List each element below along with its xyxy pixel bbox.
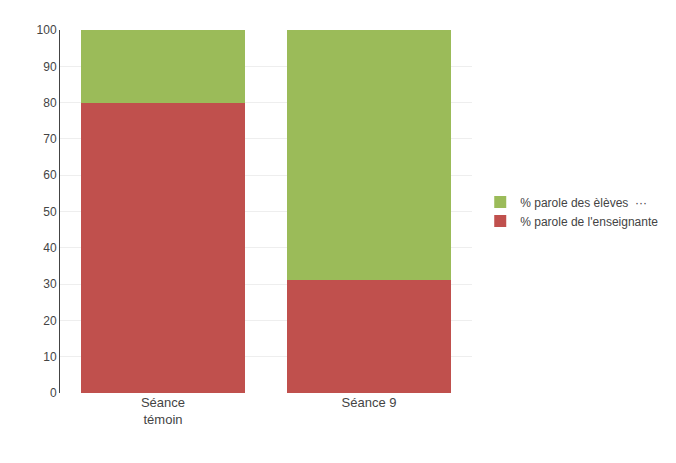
svg-text:10: 10 [43,350,57,364]
svg-text:70: 70 [43,132,57,146]
svg-text:0: 0 [50,386,57,400]
svg-text:40: 40 [43,241,57,255]
svg-text:20: 20 [43,314,57,328]
svg-text:% parole de l'enseignante: % parole de l'enseignante [520,215,658,229]
svg-text:Séancetémoin: Séancetémoin [141,395,185,427]
svg-text:100: 100 [37,23,57,37]
svg-text:Séance 9: Séance 9 [342,395,397,410]
svg-text:80: 80 [43,96,57,110]
svg-text:90: 90 [43,60,57,74]
svg-text:% parole des èlèves ···: % parole des èlèves ··· [520,196,647,210]
svg-text:50: 50 [43,205,57,219]
svg-text:60: 60 [43,168,57,182]
svg-text:30: 30 [43,277,57,291]
